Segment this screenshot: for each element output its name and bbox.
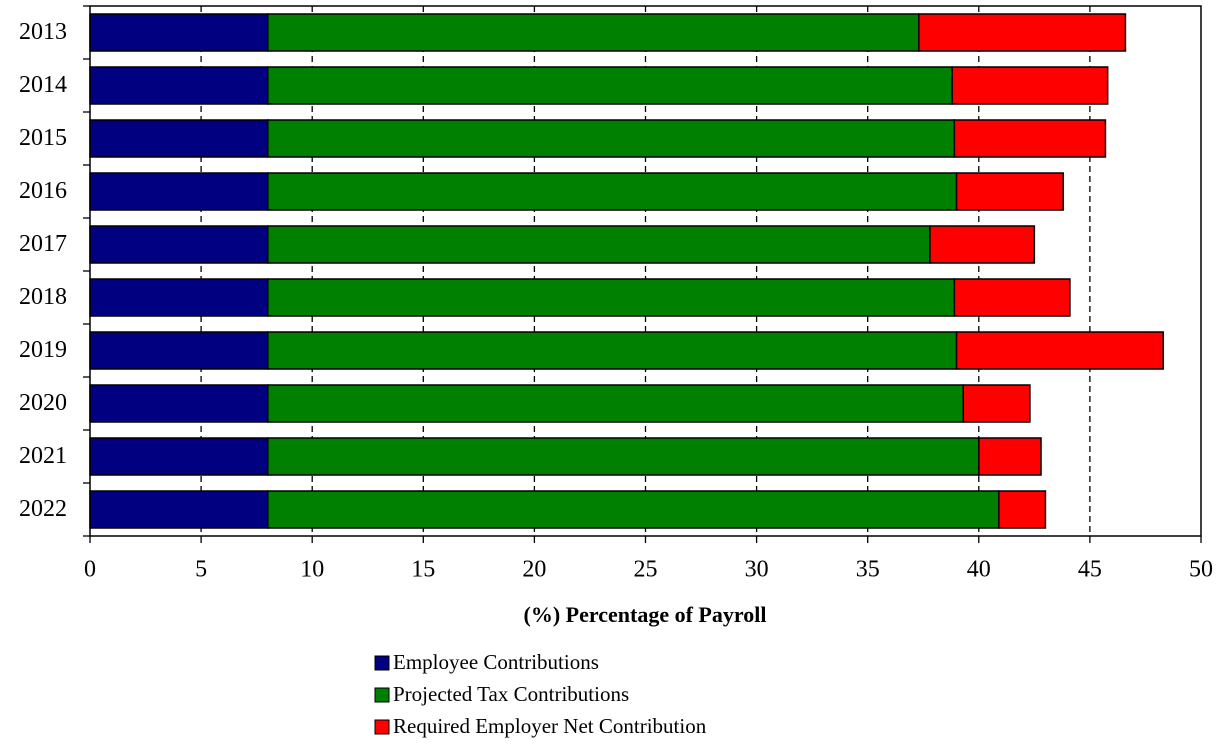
- bar-segment: [267, 225, 931, 264]
- bar-segment: [89, 172, 269, 211]
- bar-segment: [267, 66, 953, 105]
- y-tick-label: 2018: [19, 284, 67, 310]
- x-tick-label: 10: [300, 557, 324, 583]
- bar-segment: [951, 66, 1109, 105]
- x-tick-label: 45: [1078, 557, 1102, 583]
- y-tick-label: 2021: [19, 443, 67, 469]
- y-tick-label: 2022: [19, 496, 67, 522]
- legend-swatch: [374, 719, 390, 735]
- legend-swatch: [374, 655, 390, 671]
- bar-segment: [955, 172, 1064, 211]
- y-tick-label: 2013: [19, 19, 67, 45]
- x-tick-label: 30: [745, 557, 769, 583]
- x-tick-label: 50: [1189, 557, 1213, 583]
- bar-segment: [962, 384, 1031, 423]
- y-tick-label: 2019: [19, 337, 67, 363]
- bar-segment: [267, 490, 1000, 529]
- x-tick-label: 5: [195, 557, 207, 583]
- legend-label: Required Employer Net Contribution: [393, 714, 707, 738]
- bar-segment: [267, 278, 956, 317]
- bar-segment: [89, 437, 269, 476]
- bar-segment: [998, 490, 1047, 529]
- y-tick-label: 2015: [19, 125, 67, 151]
- x-tick-label: 25: [634, 557, 658, 583]
- bar-segment: [953, 119, 1107, 158]
- x-tick-label: 35: [856, 557, 880, 583]
- y-tick-label: 2016: [19, 178, 67, 204]
- bar-segment: [89, 66, 269, 105]
- bar-segment: [267, 331, 958, 370]
- legend-label: Projected Tax Contributions: [393, 682, 629, 706]
- bar-segment: [89, 278, 269, 317]
- bar-segment: [918, 13, 1127, 52]
- x-tick-label: 40: [967, 557, 991, 583]
- bar-segment: [267, 384, 964, 423]
- y-tick-label: 2014: [19, 72, 67, 98]
- bar-segment: [89, 384, 269, 423]
- bar-segment: [267, 13, 920, 52]
- x-tick-label: 15: [411, 557, 435, 583]
- bar-segment: [89, 13, 269, 52]
- x-tick-label: 0: [84, 557, 96, 583]
- y-tick-label: 2020: [19, 390, 67, 416]
- bar-segment: [89, 225, 269, 264]
- plot-border: [89, 5, 1202, 537]
- bar-segment: [978, 437, 1042, 476]
- y-tick-label: 2017: [19, 231, 67, 257]
- bar-segment: [953, 278, 1071, 317]
- x-axis-title: (%) Percentage of Payroll: [524, 602, 767, 627]
- x-tick-label: 20: [522, 557, 546, 583]
- bar-segment: [955, 331, 1164, 370]
- bar-segment: [267, 119, 956, 158]
- legend-label: Employee Contributions: [393, 650, 599, 674]
- legend-swatch: [374, 687, 390, 703]
- bar-segment: [929, 225, 1036, 264]
- bar-segment: [89, 331, 269, 370]
- bar-segment: [89, 490, 269, 529]
- bar-segment: [267, 172, 958, 211]
- bar-segment: [267, 437, 980, 476]
- bar-segment: [89, 119, 269, 158]
